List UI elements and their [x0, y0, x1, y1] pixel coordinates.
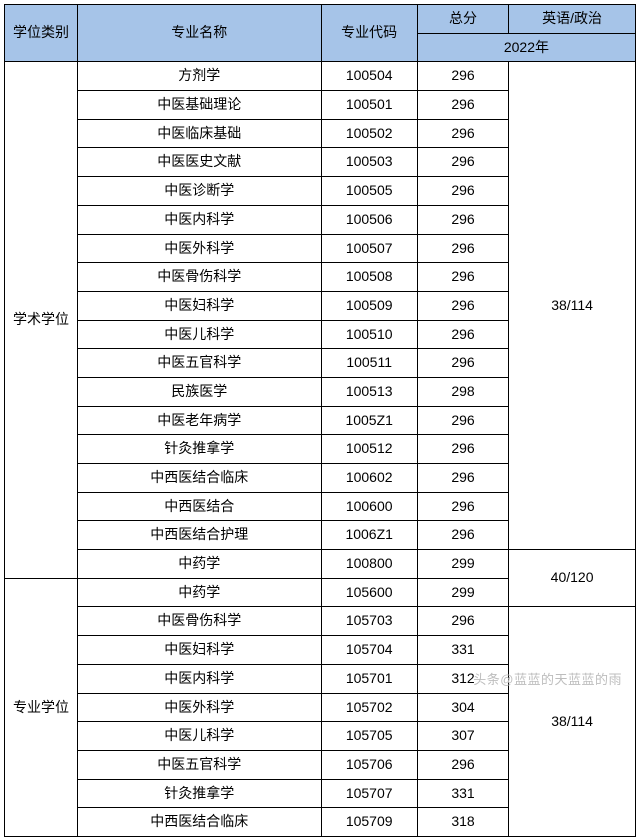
- major-name-cell: 方剂学: [78, 62, 321, 91]
- major-code-cell: 100503: [321, 148, 417, 177]
- header-total-score: 总分: [417, 5, 508, 34]
- total-score-cell: 296: [417, 750, 508, 779]
- header-major-name: 专业名称: [78, 5, 321, 62]
- major-code-cell: 100602: [321, 464, 417, 493]
- table-row: 学术学位方剂学10050429638/114: [5, 62, 636, 91]
- total-score-cell: 331: [417, 636, 508, 665]
- major-code-cell: 105709: [321, 808, 417, 837]
- score-table: 学位类别 专业名称 专业代码 总分 英语/政治 2022年 学术学位方剂学100…: [4, 4, 636, 837]
- major-code-cell: 100511: [321, 349, 417, 378]
- header-english-politics: 英语/政治: [509, 5, 636, 34]
- total-score-cell: 299: [417, 578, 508, 607]
- major-name-cell: 中医儿科学: [78, 320, 321, 349]
- english-politics-cell: 38/114: [509, 62, 636, 550]
- header-major-code: 专业代码: [321, 5, 417, 62]
- major-code-cell: 105704: [321, 636, 417, 665]
- major-name-cell: 中医骨伤科学: [78, 607, 321, 636]
- major-code-cell: 100502: [321, 119, 417, 148]
- major-name-cell: 中药学: [78, 550, 321, 579]
- major-name-cell: 中医诊断学: [78, 177, 321, 206]
- major-code-cell: 105707: [321, 779, 417, 808]
- major-code-cell: 100509: [321, 291, 417, 320]
- total-score-cell: 296: [417, 91, 508, 120]
- major-name-cell: 中医骨伤科学: [78, 263, 321, 292]
- major-name-cell: 中医临床基础: [78, 119, 321, 148]
- major-code-cell: 105706: [321, 750, 417, 779]
- total-score-cell: 318: [417, 808, 508, 837]
- major-name-cell: 中西医结合: [78, 492, 321, 521]
- total-score-cell: 296: [417, 349, 508, 378]
- header-year: 2022年: [417, 33, 635, 62]
- total-score-cell: 296: [417, 205, 508, 234]
- total-score-cell: 296: [417, 148, 508, 177]
- total-score-cell: 296: [417, 435, 508, 464]
- major-code-cell: 100800: [321, 550, 417, 579]
- total-score-cell: 304: [417, 693, 508, 722]
- major-name-cell: 中医妇科学: [78, 636, 321, 665]
- major-name-cell: 中医基础理论: [78, 91, 321, 120]
- total-score-cell: 296: [417, 234, 508, 263]
- total-score-cell: 296: [417, 406, 508, 435]
- major-code-cell: 100506: [321, 205, 417, 234]
- major-code-cell: 100505: [321, 177, 417, 206]
- major-name-cell: 中西医结合临床: [78, 464, 321, 493]
- major-code-cell: 100507: [321, 234, 417, 263]
- major-name-cell: 中西医结合护理: [78, 521, 321, 550]
- major-code-cell: 100513: [321, 377, 417, 406]
- english-politics-cell: 38/114: [509, 607, 636, 837]
- degree-category-cell: 学术学位: [5, 62, 78, 578]
- total-score-cell: 331: [417, 779, 508, 808]
- major-code-cell: 105600: [321, 578, 417, 607]
- major-code-cell: 100504: [321, 62, 417, 91]
- table-row: 中医骨伤科学10570329638/114: [5, 607, 636, 636]
- major-name-cell: 中医五官科学: [78, 349, 321, 378]
- total-score-cell: 312: [417, 664, 508, 693]
- header-degree-category: 学位类别: [5, 5, 78, 62]
- total-score-cell: 296: [417, 263, 508, 292]
- major-code-cell: 1005Z1: [321, 406, 417, 435]
- major-code-cell: 105703: [321, 607, 417, 636]
- major-code-cell: 105701: [321, 664, 417, 693]
- major-name-cell: 中医外科学: [78, 234, 321, 263]
- major-name-cell: 中医医史文献: [78, 148, 321, 177]
- major-name-cell: 中医内科学: [78, 664, 321, 693]
- major-name-cell: 中医妇科学: [78, 291, 321, 320]
- total-score-cell: 296: [417, 119, 508, 148]
- major-name-cell: 中医老年病学: [78, 406, 321, 435]
- total-score-cell: 296: [417, 320, 508, 349]
- major-code-cell: 100600: [321, 492, 417, 521]
- major-name-cell: 针灸推拿学: [78, 435, 321, 464]
- major-code-cell: 105705: [321, 722, 417, 751]
- total-score-cell: 296: [417, 607, 508, 636]
- total-score-cell: 296: [417, 521, 508, 550]
- major-code-cell: 100508: [321, 263, 417, 292]
- table-header: 学位类别 专业名称 专业代码 总分 英语/政治 2022年: [5, 5, 636, 62]
- total-score-cell: 307: [417, 722, 508, 751]
- major-name-cell: 中医内科学: [78, 205, 321, 234]
- major-code-cell: 100501: [321, 91, 417, 120]
- total-score-cell: 296: [417, 62, 508, 91]
- table-row: 中药学10080029940/120: [5, 550, 636, 579]
- total-score-cell: 296: [417, 177, 508, 206]
- table-body: 学术学位方剂学10050429638/114中医基础理论100501296中医临…: [5, 62, 636, 837]
- major-code-cell: 100512: [321, 435, 417, 464]
- major-name-cell: 民族医学: [78, 377, 321, 406]
- major-name-cell: 中医儿科学: [78, 722, 321, 751]
- major-name-cell: 中医五官科学: [78, 750, 321, 779]
- total-score-cell: 296: [417, 291, 508, 320]
- major-name-cell: 针灸推拿学: [78, 779, 321, 808]
- major-name-cell: 中药学: [78, 578, 321, 607]
- total-score-cell: 296: [417, 464, 508, 493]
- english-politics-cell: 40/120: [509, 550, 636, 607]
- major-code-cell: 1006Z1: [321, 521, 417, 550]
- major-name-cell: 中西医结合临床: [78, 808, 321, 837]
- major-code-cell: 105702: [321, 693, 417, 722]
- degree-category-cell: 专业学位: [5, 578, 78, 836]
- total-score-cell: 298: [417, 377, 508, 406]
- total-score-cell: 296: [417, 492, 508, 521]
- major-name-cell: 中医外科学: [78, 693, 321, 722]
- major-code-cell: 100510: [321, 320, 417, 349]
- total-score-cell: 299: [417, 550, 508, 579]
